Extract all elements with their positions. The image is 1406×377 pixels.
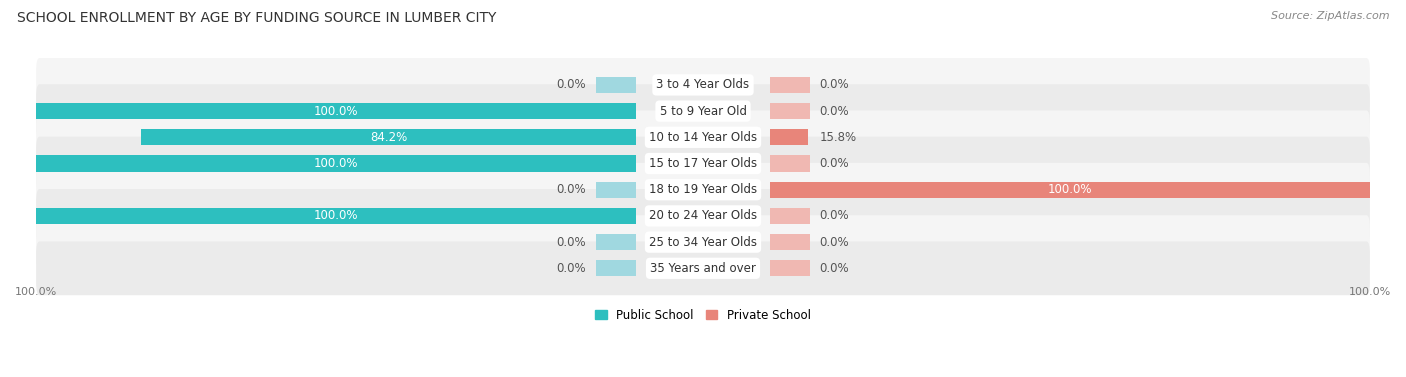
Bar: [37, 155, 637, 172]
Text: 0.0%: 0.0%: [820, 236, 849, 248]
Bar: [769, 155, 810, 172]
FancyBboxPatch shape: [37, 163, 1369, 217]
Bar: [769, 182, 1369, 198]
FancyBboxPatch shape: [37, 110, 1369, 164]
Bar: [769, 77, 810, 93]
Bar: [596, 260, 637, 276]
FancyBboxPatch shape: [37, 189, 1369, 243]
FancyBboxPatch shape: [37, 84, 1369, 138]
Legend: Public School, Private School: Public School, Private School: [595, 309, 811, 322]
Text: 0.0%: 0.0%: [820, 157, 849, 170]
Text: 18 to 19 Year Olds: 18 to 19 Year Olds: [650, 183, 756, 196]
Bar: [37, 208, 637, 224]
Text: 20 to 24 Year Olds: 20 to 24 Year Olds: [650, 209, 756, 222]
FancyBboxPatch shape: [37, 241, 1369, 295]
Text: 0.0%: 0.0%: [557, 78, 586, 92]
Text: 100.0%: 100.0%: [1047, 183, 1092, 196]
Text: 0.0%: 0.0%: [557, 262, 586, 275]
Text: 100.0%: 100.0%: [314, 105, 359, 118]
Bar: [37, 103, 637, 119]
Bar: [596, 234, 637, 250]
Bar: [769, 208, 810, 224]
Text: 0.0%: 0.0%: [820, 105, 849, 118]
Text: 5 to 9 Year Old: 5 to 9 Year Old: [659, 105, 747, 118]
Bar: [596, 182, 637, 198]
Text: 100.0%: 100.0%: [314, 209, 359, 222]
Text: 25 to 34 Year Olds: 25 to 34 Year Olds: [650, 236, 756, 248]
Text: 0.0%: 0.0%: [820, 262, 849, 275]
Text: 10 to 14 Year Olds: 10 to 14 Year Olds: [650, 131, 756, 144]
Bar: [769, 260, 810, 276]
Text: Source: ZipAtlas.com: Source: ZipAtlas.com: [1271, 11, 1389, 21]
Bar: [596, 77, 637, 93]
FancyBboxPatch shape: [37, 58, 1369, 112]
Bar: [769, 234, 810, 250]
Text: 0.0%: 0.0%: [557, 183, 586, 196]
Text: 0.0%: 0.0%: [820, 209, 849, 222]
Text: 0.0%: 0.0%: [557, 236, 586, 248]
Bar: [769, 129, 808, 146]
Text: 84.2%: 84.2%: [370, 131, 408, 144]
Text: 35 Years and over: 35 Years and over: [650, 262, 756, 275]
FancyBboxPatch shape: [37, 215, 1369, 269]
Text: SCHOOL ENROLLMENT BY AGE BY FUNDING SOURCE IN LUMBER CITY: SCHOOL ENROLLMENT BY AGE BY FUNDING SOUR…: [17, 11, 496, 25]
Text: 100.0%: 100.0%: [314, 157, 359, 170]
FancyBboxPatch shape: [37, 136, 1369, 190]
Bar: [142, 129, 637, 146]
Bar: [769, 103, 810, 119]
Text: 15.8%: 15.8%: [820, 131, 856, 144]
Text: 15 to 17 Year Olds: 15 to 17 Year Olds: [650, 157, 756, 170]
Text: 0.0%: 0.0%: [820, 78, 849, 92]
Text: 3 to 4 Year Olds: 3 to 4 Year Olds: [657, 78, 749, 92]
